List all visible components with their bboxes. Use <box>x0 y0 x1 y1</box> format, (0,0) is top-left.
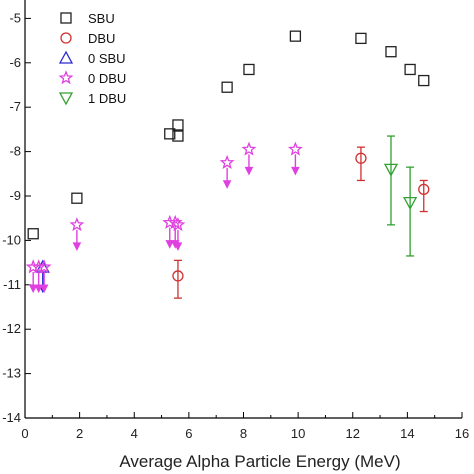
upper-limit-arrowhead <box>28 284 38 294</box>
point-sbu <box>27 228 39 240</box>
legend-label-sbu: SBU <box>88 11 115 26</box>
point-1-dbu <box>383 163 399 177</box>
x-tick-label: 14 <box>400 426 414 441</box>
x-tick-label: 2 <box>76 426 83 441</box>
point-sbu <box>404 63 416 76</box>
point-sbu <box>221 81 233 93</box>
upper-limit-arrowhead <box>173 242 183 251</box>
y-tick-label: -11 <box>3 277 21 292</box>
y-tick-label: -8 <box>9 144 21 159</box>
y-tick-label: -6 <box>9 55 21 70</box>
x-tick-label: 16 <box>455 426 469 441</box>
y-tick-label: -13 <box>2 366 21 381</box>
point-sbu <box>172 119 184 131</box>
upper-limit-arrowhead <box>39 284 49 294</box>
legend-marker-0-dbu <box>58 70 74 85</box>
point-sbu <box>71 192 83 204</box>
point-sbu <box>243 63 255 76</box>
point-dbu <box>418 183 430 195</box>
legend-marker-0-sbu <box>58 50 74 64</box>
upper-limit-arrowhead <box>165 240 175 249</box>
point-0-dbu <box>287 141 303 156</box>
legend-label-0-sbu: 0 SBU <box>88 51 126 66</box>
x-tick-label: 0 <box>21 426 28 441</box>
legend-label-dbu: DBU <box>88 31 115 46</box>
point-sbu <box>164 128 176 140</box>
point-0-dbu <box>219 154 235 169</box>
point-dbu <box>172 270 184 282</box>
point-0-dbu <box>69 217 85 232</box>
upper-limit-arrowhead <box>244 166 254 176</box>
upper-limit-arrowhead <box>34 284 43 294</box>
y-tick-label: -5 <box>9 10 21 25</box>
x-axis-title: Average Alpha Particle Energy (MeV) <box>119 452 400 471</box>
x-tick-label: 8 <box>240 426 247 441</box>
legend-label-1-dbu: 1 DBU <box>88 91 126 106</box>
point-sbu <box>385 46 397 58</box>
point-sbu <box>355 32 367 45</box>
x-tick-label: 4 <box>131 426 138 441</box>
plot-marks: 0 2 4 6 8 10 12 14 16 -5 -6 -7 -8 -9 -10 -11 -12 -13 -14 <box>2 0 469 441</box>
y-tick-label: -12 <box>2 321 21 336</box>
x-tick-label: 12 <box>346 426 360 441</box>
point-sbu <box>172 130 184 142</box>
upper-limit-arrowhead <box>72 242 82 251</box>
point-sbu <box>289 30 302 42</box>
y-tick-label: -7 <box>9 99 21 114</box>
legend-label-0-dbu: 0 DBU <box>88 71 126 86</box>
y-tick-label: -9 <box>9 188 21 203</box>
legend-marker-dbu <box>60 32 72 44</box>
x-tick-label: 6 <box>185 426 192 441</box>
x-tick-label: 10 <box>291 426 305 441</box>
upper-limit-arrowhead <box>291 166 300 176</box>
y-tick-label: -14 <box>2 410 21 425</box>
point-0-dbu <box>170 217 186 232</box>
point-0-dbu <box>241 141 257 156</box>
legend-marker-1-dbu <box>58 92 74 106</box>
point-dbu <box>355 152 367 164</box>
point-1-dbu <box>403 197 418 211</box>
upper-limit-arrowhead <box>222 180 232 189</box>
point-sbu <box>418 74 430 87</box>
legend-marker-sbu <box>60 12 72 24</box>
point-0-dbu <box>36 259 52 274</box>
y-tick-label: -10 <box>2 232 21 247</box>
legend: SBU DBU 0 SBU 0 DBU 1 DBU <box>58 11 126 106</box>
